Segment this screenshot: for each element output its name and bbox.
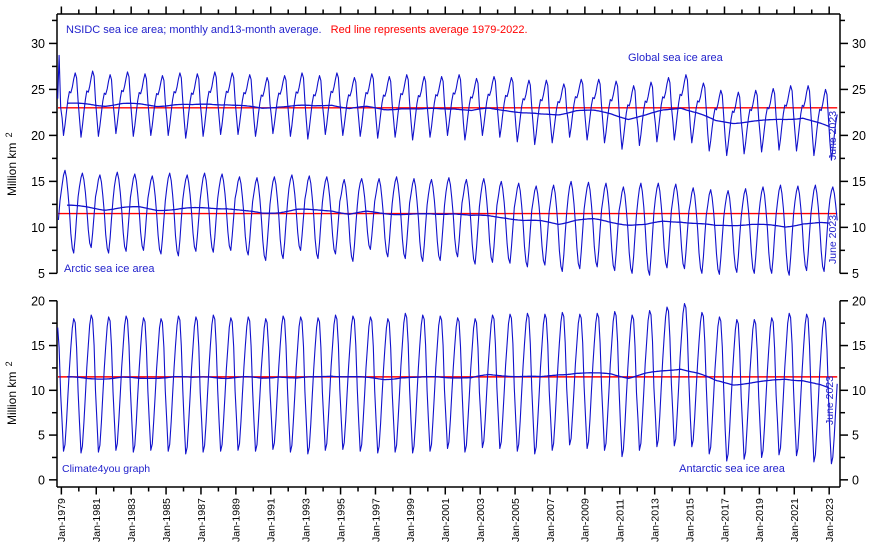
x-tick-label: Jan-2007 xyxy=(545,498,557,542)
x-tick-label: Jan-2017 xyxy=(719,498,731,542)
y-axis-title-top-text: Million km xyxy=(5,143,19,196)
y-axis-title-top-sup: 2 xyxy=(4,132,14,137)
x-axis-ticks xyxy=(60,6,830,14)
y-tick-label-right: 30 xyxy=(852,37,866,51)
x-tick-label: Jan-1983 xyxy=(126,498,138,542)
x-tick-label: Jan-2005 xyxy=(510,498,522,542)
y-tick-label-right: 5 xyxy=(852,429,859,443)
global-monthly-line xyxy=(57,54,838,161)
x-tick-label: Jan-2013 xyxy=(650,498,662,542)
y-tick-label-left: 15 xyxy=(31,175,45,189)
x-tick-label: Jan-1993 xyxy=(301,498,313,542)
y-axis-tick-labels: 5 5 10 10 15 15 20 20 25 25 30 30 xyxy=(31,37,866,281)
arctic-monthly-line xyxy=(57,169,838,276)
y-tick-label-left: 25 xyxy=(31,83,45,97)
y-axis-title-top: Million km 2 xyxy=(4,132,19,196)
x-tick-label: Jan-1979 xyxy=(56,498,68,542)
y-tick-label-right: 25 xyxy=(852,83,866,97)
x-tick-label: Jan-2003 xyxy=(475,498,487,542)
y-tick-label-right: 10 xyxy=(852,384,866,398)
antarctic-13month-average-line xyxy=(67,368,830,389)
panel-global-and-arctic: 5 5 10 10 15 15 20 20 25 25 30 30 xyxy=(31,6,866,281)
global-series-label: Global sea ice area xyxy=(628,52,724,64)
y-tick-label-left: 10 xyxy=(31,221,45,235)
y-tick-label-left: 30 xyxy=(31,37,45,51)
panel-frame xyxy=(56,300,841,488)
june-2023-label-global: June 2023 xyxy=(827,111,839,160)
x-tick-label: Jan-1985 xyxy=(161,498,173,542)
x-tick-label: Jan-2023 xyxy=(824,498,836,542)
panel-antarctic: 0 0 5 5 10 10 15 15 20 20 xyxy=(31,294,866,495)
y-axis-tick-labels: 0 0 5 5 10 10 15 15 20 20 xyxy=(31,294,866,487)
y-tick-label-right: 15 xyxy=(852,175,866,189)
x-axis-tick-labels: Jan-1979 Jan-1981 Jan-1983 Jan-1985 Jan-1987… xyxy=(56,498,836,542)
x-tick-label: Jan-2011 xyxy=(615,499,627,542)
climate4you-watermark: Climate4you graph xyxy=(62,463,150,475)
y-tick-label-left: 5 xyxy=(38,429,45,443)
antarctic-series xyxy=(57,302,838,465)
axes-layer: 5 5 10 10 15 15 20 20 25 25 30 30 0 0 5 5 10 10 15 15 20 20 Ja… xyxy=(31,6,866,542)
x-tick-label: Jan-2015 xyxy=(684,498,696,542)
series-layer xyxy=(57,54,838,465)
chart-title-main: NSIDC sea ice area; monthly and13-month … xyxy=(66,24,322,36)
y-tick-label-right: 0 xyxy=(852,473,859,487)
y-tick-label-left: 15 xyxy=(31,339,45,353)
x-tick-label: Jan-1981 xyxy=(91,498,103,542)
y-axis-title-bottom-text: Million km xyxy=(5,372,19,425)
y-tick-label-right: 5 xyxy=(852,267,859,281)
x-axis-ticks xyxy=(60,487,830,495)
chart-title: NSIDC sea ice area; monthly and13-month … xyxy=(66,24,528,36)
x-tick-label: Jan-1995 xyxy=(335,498,347,542)
y-tick-label-left: 20 xyxy=(31,294,45,308)
x-tick-label: Jan-1997 xyxy=(370,498,382,542)
x-tick-label: Jan-2021 xyxy=(789,498,801,542)
x-tick-label: Jan-2001 xyxy=(440,498,452,542)
arctic-series xyxy=(57,169,838,276)
june-2023-label-arctic: June 2023 xyxy=(827,215,839,264)
global-series xyxy=(57,54,838,161)
x-tick-label: Jan-1987 xyxy=(196,498,208,542)
y-tick-label-right: 15 xyxy=(852,339,866,353)
y-axis-title-bottom: Million km 2 xyxy=(4,361,19,425)
global-13month-average-line xyxy=(67,102,830,128)
y-axis-title-bottom-sup: 2 xyxy=(4,361,14,366)
x-tick-label: Jan-2009 xyxy=(580,498,592,542)
y-tick-label-left: 20 xyxy=(31,129,45,143)
y-axis-ticks xyxy=(49,19,848,275)
arctic-series-label: Arctic sea ice area xyxy=(64,263,155,275)
y-tick-label-left: 5 xyxy=(38,267,45,281)
y-axis-ticks xyxy=(49,300,848,481)
y-tick-label-left: 0 xyxy=(38,473,45,487)
y-tick-label-left: 10 xyxy=(31,384,45,398)
y-tick-label-right: 10 xyxy=(852,221,866,235)
antarctic-series-label: Antarctic sea ice area xyxy=(679,463,786,475)
antarctic-monthly-line xyxy=(57,302,838,465)
x-tick-label: Jan-1999 xyxy=(405,498,417,542)
arctic-13month-average-line xyxy=(67,204,830,228)
chart-title-note: Red line represents average 1979-2022. xyxy=(331,24,528,36)
june-2023-label-antarctic: June 2023 xyxy=(824,376,836,425)
x-tick-label: Jan-1991 xyxy=(266,498,278,542)
y-tick-label-right: 20 xyxy=(852,294,866,308)
y-tick-label-right: 20 xyxy=(852,129,866,143)
x-tick-label: Jan-1989 xyxy=(231,498,243,542)
x-tick-label: Jan-2019 xyxy=(754,498,766,542)
panel-frame xyxy=(56,13,841,274)
